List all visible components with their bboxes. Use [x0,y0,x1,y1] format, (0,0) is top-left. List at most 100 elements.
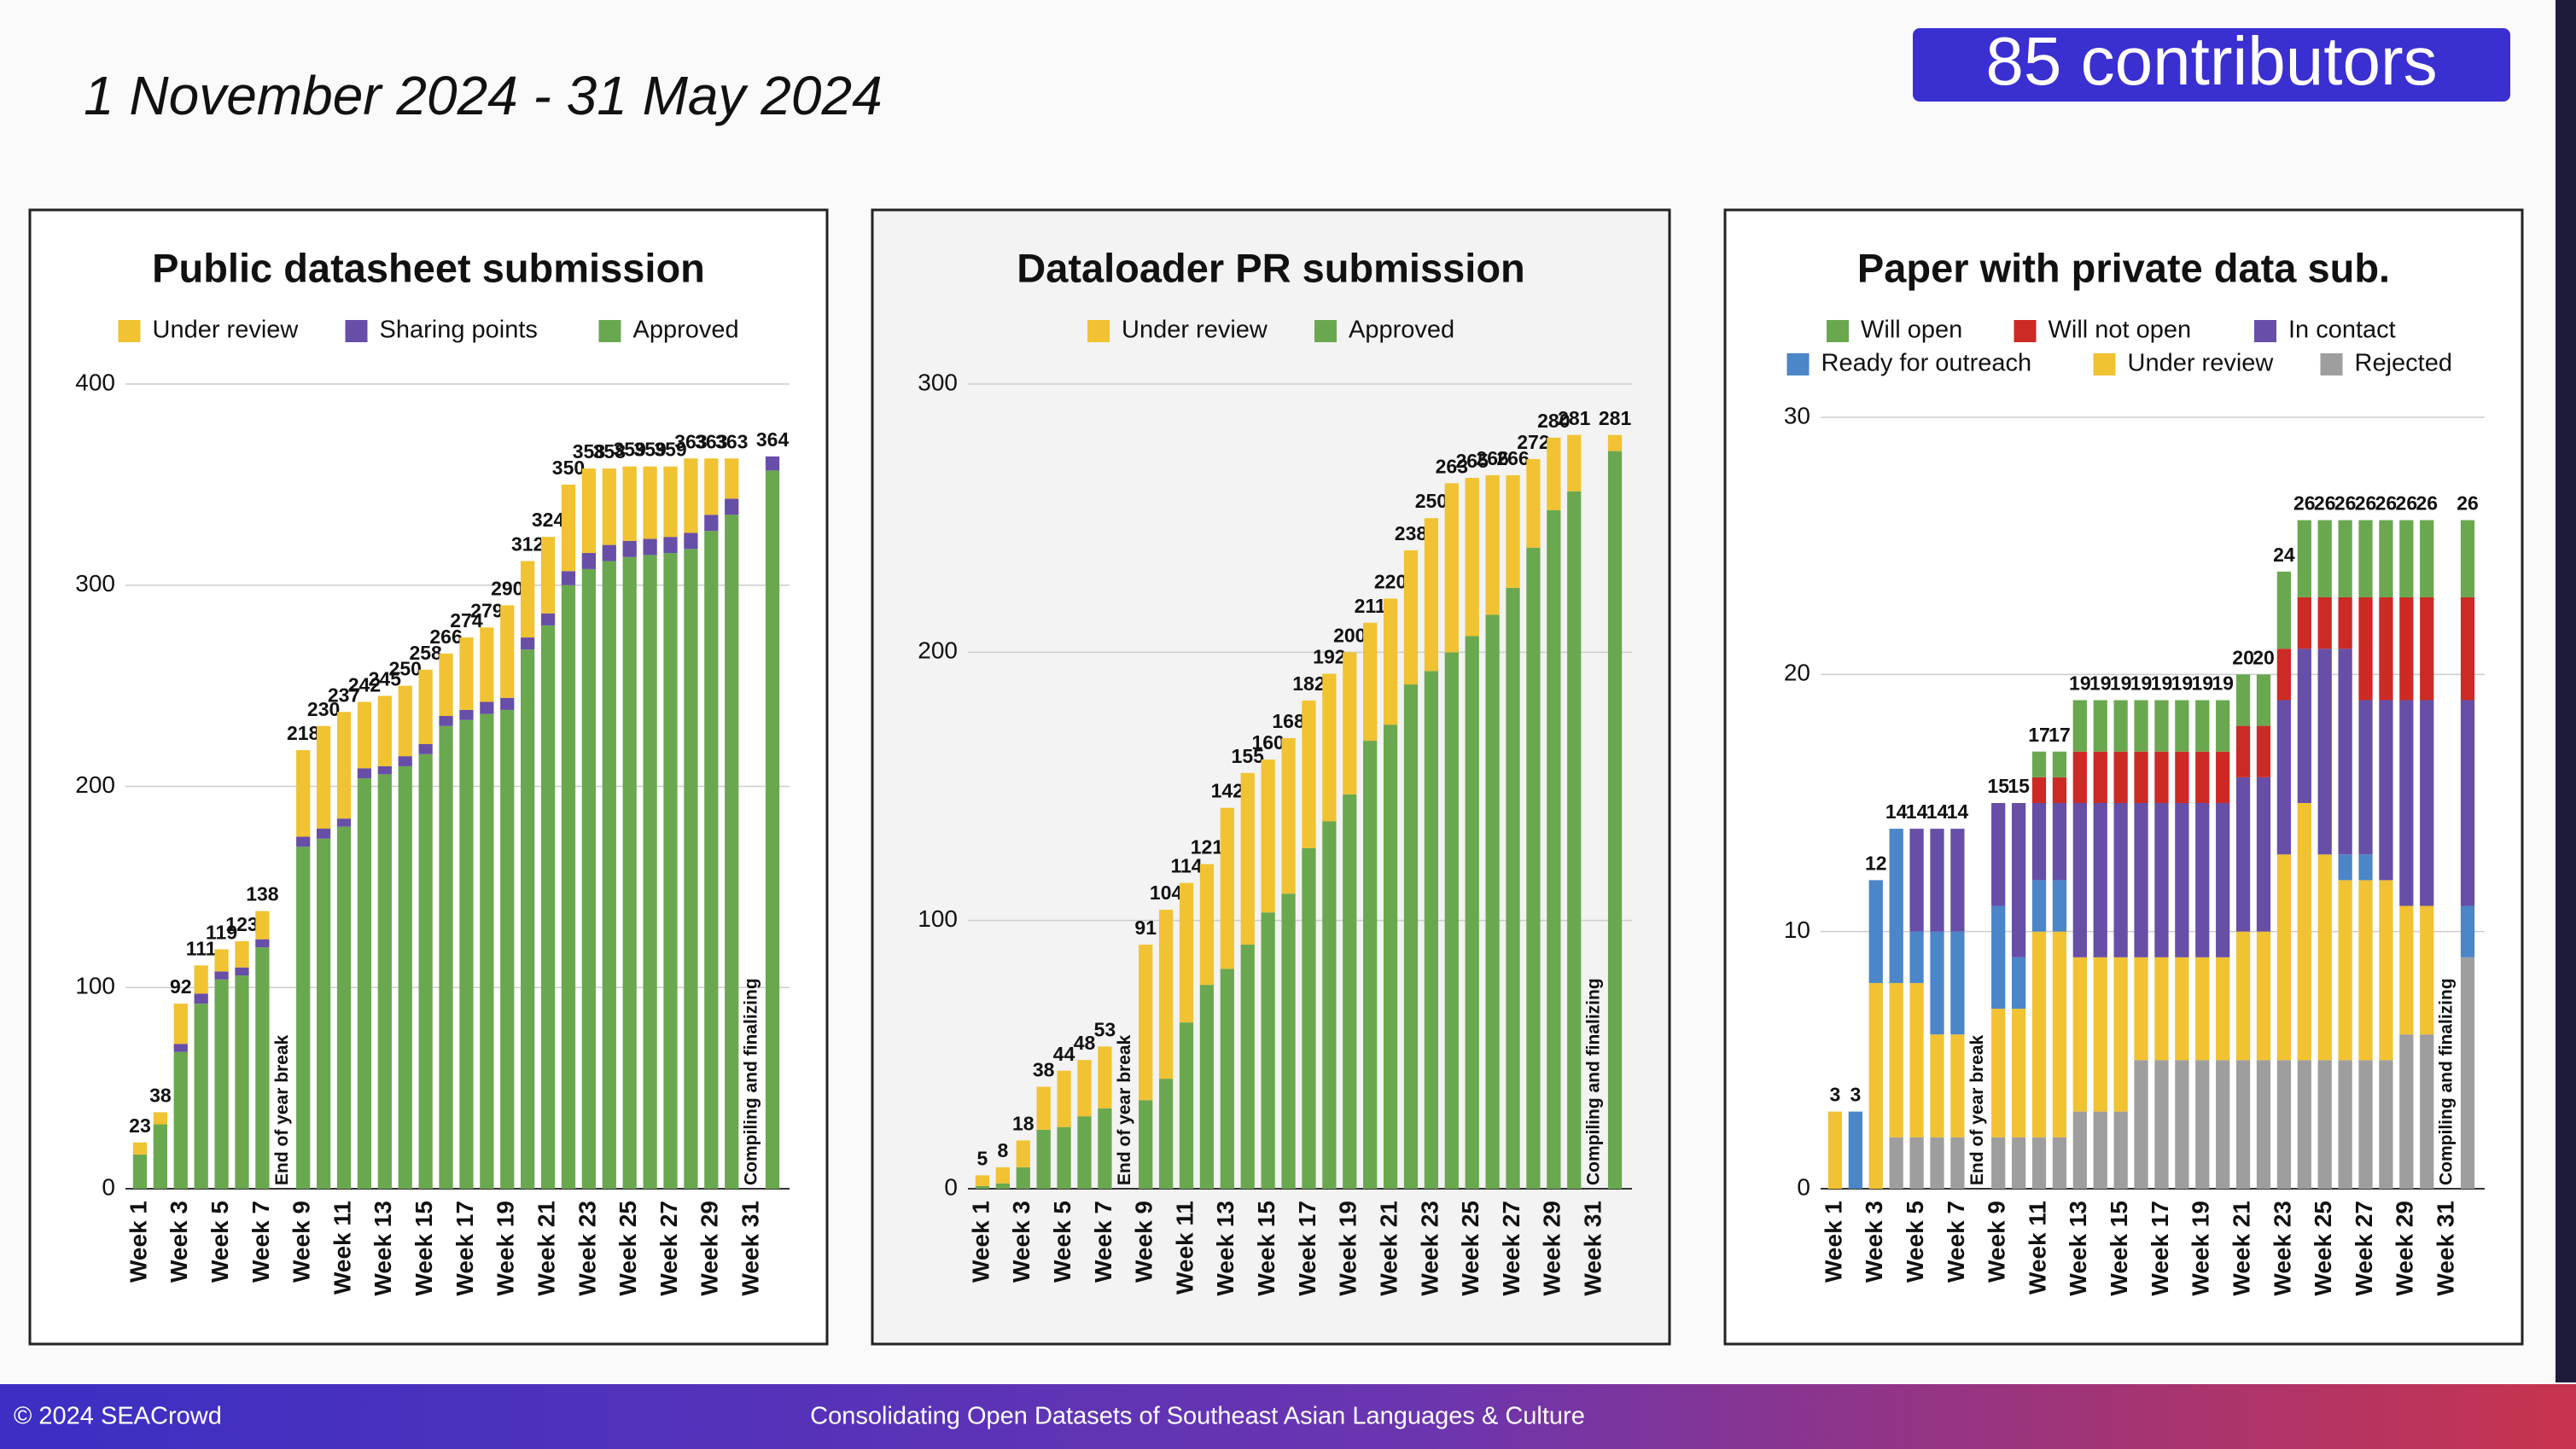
stack-total-label: 26 [2457,492,2479,515]
bar-segment [2276,649,2292,701]
bar-segment [2235,931,2251,1061]
bar-segment [459,709,474,720]
bar-segment [995,1167,1010,1184]
bar-segment [2399,1034,2414,1189]
stack-total-label: 359 [654,439,686,461]
bar-segment [2113,1111,2128,1189]
stack-total-label: 182 [1292,672,1325,695]
bar-segment [2358,1060,2373,1189]
bar-segment [1444,652,1459,1189]
bar-segment [194,993,208,1004]
bar-segment [439,725,453,1189]
bar-segment [1950,829,1965,932]
stack-total-label: 350 [552,457,585,479]
stack-total-label: 26 [2314,492,2336,515]
bar-segment [1179,882,1194,1023]
stack-total-label: 48 [1074,1032,1096,1054]
x-tick-label: Week 11 [329,1201,355,1295]
bar-segment [1383,724,1398,1189]
legend-swatch [2093,353,2116,375]
stack-total-label: 160 [1251,731,1284,754]
bar-segment [975,1185,990,1189]
stack-total-label: 24 [2273,544,2295,566]
stack-total-label: 220 [1374,571,1407,593]
bar-segment [173,1051,188,1189]
stack-total-label: 104 [1150,882,1183,904]
bar-segment [1930,1137,1944,1189]
x-tick-label: Week 19 [1335,1201,1361,1296]
bar-segment [2276,700,2292,855]
bar-segment [1036,1129,1051,1189]
bar-segment [132,1154,148,1189]
stack-total-label: 19 [2171,672,2194,695]
bar-segment [2031,777,2047,803]
bar-segment [235,941,249,968]
stack-total-label: 138 [246,883,279,905]
bar-segment [2031,751,2047,777]
bar-segment [2399,700,2414,906]
bar-segment [1179,1022,1194,1189]
bar-segment [2420,700,2434,906]
bar-segment [1199,864,1215,986]
bar-segment [2235,777,2251,932]
bar-segment [2256,777,2271,932]
bar-segment [1991,1137,2006,1189]
bar-segment [316,725,331,829]
bar-segment [1016,1167,1030,1189]
stack-total-label: 266 [1496,447,1529,469]
bar-segment [2031,1137,2047,1189]
stack-total-label: 19 [2191,672,2213,695]
x-tick-label: Week 15 [411,1201,437,1296]
stack-total-label: 111 [186,937,217,959]
x-tick-label: Week 31 [737,1201,764,1296]
bar-segment [500,697,515,710]
bar-segment [194,1004,208,1189]
bar-segment [765,470,780,1189]
bar-segment [296,847,311,1189]
bar-segment [2256,931,2271,1061]
x-tick-label: Week 3 [1861,1201,1887,1283]
bar-segment [1322,673,1337,822]
y-tick-label: 20 [1784,660,1810,686]
bar-segment [2011,803,2026,957]
stack-total-label: 265 [1456,450,1489,472]
bar-segment [132,1142,148,1155]
bar-segment [2052,751,2067,777]
bar-segment [1220,807,1234,969]
bar-segment [602,468,616,545]
annotation: End of year break [1967,1034,1987,1185]
bar-segment [995,1183,1010,1189]
bar-segment [214,949,229,972]
bar-segment [1139,944,1153,1101]
x-tick-label: Week 23 [2269,1201,2295,1296]
chart: Paper with private data sub. Will open Wil… [1723,208,2524,1346]
bar-segment [1322,821,1337,1189]
bar-segment [2235,674,2251,726]
bar-segment [1506,474,1520,588]
bar-segment [2175,803,2189,957]
bar-segment [480,627,494,702]
stack-total-label: 23 [129,1114,151,1137]
bar-segment [2072,700,2087,752]
stack-total-label: 26 [2293,492,2316,515]
bar-segment [2358,520,2373,597]
bar-segment [1302,847,1316,1189]
stack-total-label: 242 [348,674,381,696]
bar-segment [1139,1100,1153,1189]
bar-segment [1950,1137,1965,1189]
x-tick-label: Week 1 [125,1201,151,1283]
bar-segment [2399,520,2414,597]
bar-segment [1909,1137,1924,1189]
bar-segment [2297,520,2311,597]
bar-segment [2317,854,2332,1061]
bar-segment [643,466,657,539]
bar-segment [2338,854,2352,881]
bar-segment [2420,520,2434,597]
bar-segment [725,498,739,515]
stack-total-label: 92 [170,975,192,998]
x-tick-label: Week 3 [1008,1201,1034,1283]
stack-total-label: 26 [2416,492,2438,515]
bar-segment [1909,931,1924,983]
stack-total-label: 363 [674,430,707,452]
bar-segment [214,979,229,1189]
